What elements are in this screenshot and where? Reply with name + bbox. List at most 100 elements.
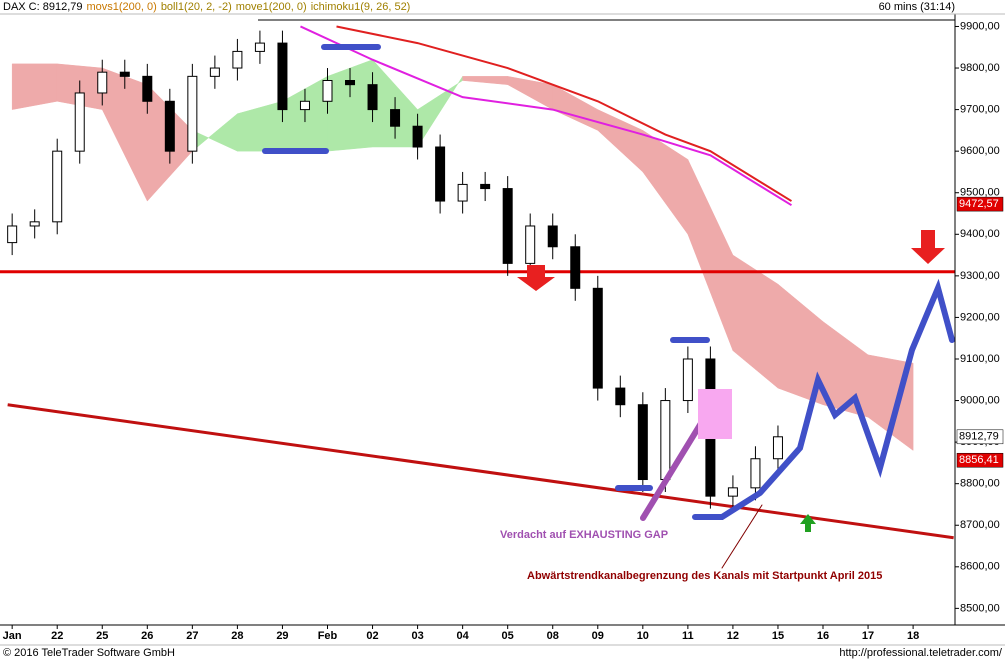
candle-body (457, 183, 468, 202)
y-tick-label: 9900,00 (960, 20, 1000, 32)
candle-body (254, 42, 265, 52)
x-tick-label: Jan (3, 630, 22, 642)
x-tick-label: 27 (186, 630, 198, 642)
candle-body (97, 71, 108, 94)
candle-body (637, 404, 648, 481)
y-tick-label: 9700,00 (960, 104, 1000, 116)
arrow-down (517, 265, 555, 291)
symbol: DAX C: 8912,79 (3, 1, 83, 13)
x-tick-label: 02 (366, 630, 378, 642)
x-tick-label: Feb (318, 630, 338, 642)
candle-body (592, 287, 603, 389)
candle-body (682, 358, 693, 402)
y-tick-label: 9300,00 (960, 270, 1000, 282)
candle-body (142, 75, 153, 102)
candle-body (74, 92, 85, 152)
axes: 8500,008600,008700,008800,008900,009000,… (3, 20, 1004, 642)
candle-body (727, 487, 738, 497)
candle-body (52, 150, 63, 223)
indicator: movs1(200, 0) (87, 1, 157, 13)
candle-body (164, 100, 175, 152)
y-tick-label: 9400,00 (960, 228, 1000, 240)
x-tick-label: 28 (231, 630, 243, 642)
indicator: move1(200, 0) (236, 1, 307, 13)
candle-body (187, 75, 198, 152)
candle-body (7, 225, 18, 244)
candle-body (232, 50, 243, 69)
candle-body (435, 146, 446, 202)
y-tick-label: 9000,00 (960, 394, 1000, 406)
x-tick-label: 08 (547, 630, 559, 642)
price-marker (956, 196, 1004, 212)
candle-body (412, 125, 423, 148)
pointer-line (721, 504, 763, 569)
blue-forecast (692, 278, 955, 520)
y-tick-label: 8700,00 (960, 519, 1000, 531)
y-tick-label: 9600,00 (960, 145, 1000, 157)
cloud-segment (11, 63, 58, 110)
candle-body (209, 67, 220, 77)
candle-body (480, 183, 491, 190)
price-marker (956, 429, 1004, 445)
x-tick-label: 25 (96, 630, 108, 642)
x-tick-label: 11 (682, 630, 694, 642)
annotation-drawings (262, 44, 955, 569)
x-tick-label: 15 (772, 630, 784, 642)
x-tick-label: 05 (502, 630, 514, 642)
x-tick-label: 09 (592, 630, 604, 642)
gap-line (640, 417, 706, 521)
price-marker (956, 452, 1004, 468)
candle-body (322, 80, 333, 102)
candle-body (29, 221, 40, 227)
candle-body (660, 400, 671, 481)
x-tick-label: 22 (51, 630, 63, 642)
candle-body (750, 458, 761, 489)
x-tick-label: 17 (862, 630, 874, 642)
x-tick-label: 18 (907, 630, 919, 642)
arrow-down (911, 230, 945, 264)
x-tick-label: 26 (141, 630, 153, 642)
cloud-layer (11, 59, 914, 451)
candle-body (570, 246, 581, 289)
url: http://professional.teletrader.com/ (839, 647, 1003, 659)
arrow-up (800, 514, 816, 532)
candle-layer (7, 30, 783, 509)
overlay-line (300, 25, 793, 207)
x-tick-label: 16 (817, 630, 829, 642)
y-tick-label: 8800,00 (960, 478, 1000, 490)
gap-box (698, 389, 732, 439)
line-layer (0, 25, 955, 540)
candle-body (390, 109, 401, 127)
x-tick-label: 29 (276, 630, 288, 642)
candle-body (299, 100, 310, 111)
candle-body (772, 436, 783, 460)
candle-body (525, 225, 536, 264)
price-marker-label: 8912,79 (959, 431, 999, 443)
indicator: boll1(20, 2, -2) (161, 1, 232, 13)
y-tick-label: 9500,00 (960, 187, 1000, 199)
candle-body (502, 188, 513, 264)
x-tick-label: 12 (727, 630, 739, 642)
y-tick-label: 9800,00 (960, 62, 1000, 74)
price-marker-label: 8856,41 (959, 454, 999, 466)
candle-body (547, 225, 558, 248)
overlay-line (336, 25, 793, 202)
candle-body (277, 42, 288, 111)
x-tick-label: 03 (411, 630, 423, 642)
y-tick-label: 8600,00 (960, 561, 1000, 573)
copyright: © 2016 TeleTrader Software GmbH (3, 647, 175, 659)
y-tick-label: 9200,00 (960, 311, 1000, 323)
overlay-line (7, 403, 954, 540)
indicator: ichimoku1(9, 26, 52) (311, 1, 411, 13)
candle-body (615, 387, 626, 406)
candle-body (119, 71, 130, 77)
y-tick-label: 8500,00 (960, 602, 1000, 614)
price-marker-label: 9472,57 (959, 198, 999, 210)
header: DAX C: 8912,79 movs1(200, 0) boll1(20, 2, … (3, 1, 410, 13)
y-tick-label: 9100,00 (960, 353, 1000, 365)
x-tick-label: 04 (457, 630, 470, 642)
interval: 60 mins (31:14) (879, 1, 955, 13)
candle-body (367, 84, 378, 111)
annotation: Verdacht auf EXHAUSTING GAP (500, 529, 668, 541)
